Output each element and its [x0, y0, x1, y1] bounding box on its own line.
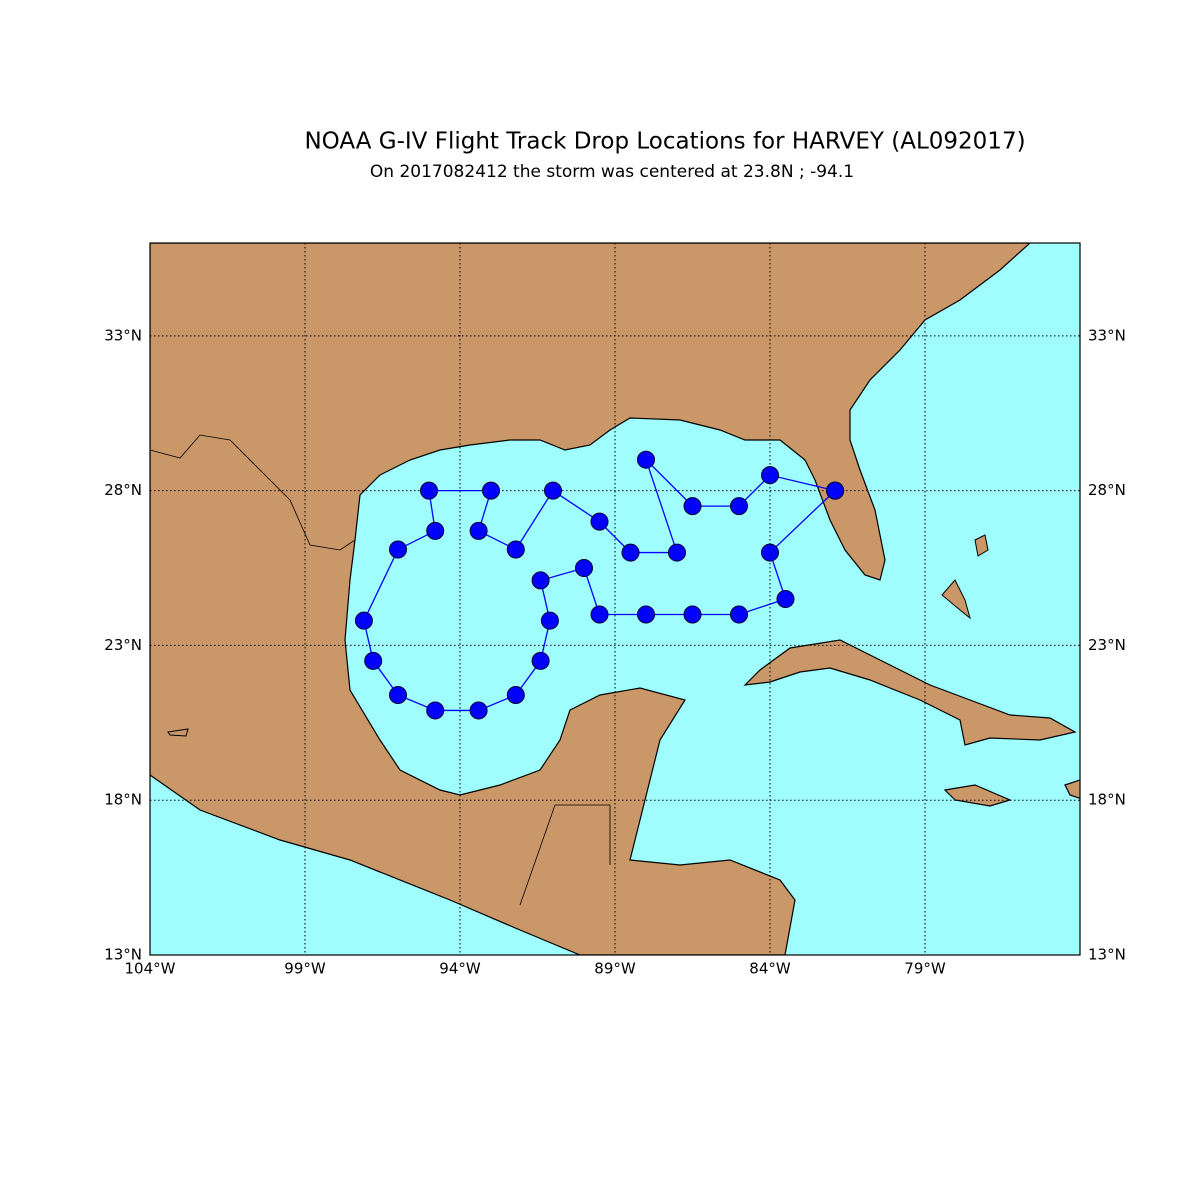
x-tick-label: 84°W: [749, 960, 791, 978]
drop-marker: [389, 540, 407, 559]
drop-marker: [637, 605, 655, 624]
drop-marker: [506, 540, 525, 559]
plot-layer: 104°W 99°W 94°W 89°W 84°W 79°W 13°N 13°N 18°N 18°…: [104, 243, 1126, 978]
jamaica: [943, 784, 1012, 807]
y-tick-label-right: 23°N: [1088, 636, 1126, 654]
y-tick-label-right: 18°N: [1088, 791, 1126, 809]
drop-marker: [683, 497, 702, 516]
drop-marker: [506, 685, 525, 704]
cuba: [743, 639, 1077, 746]
y-tick-label-right: 13°N: [1088, 946, 1126, 964]
drop-marker: [389, 685, 407, 704]
drop-marker: [540, 611, 559, 630]
drop-marker: [683, 605, 702, 624]
drop-marker: [364, 651, 383, 670]
drop-marker: [469, 521, 488, 540]
hispaniola: [1064, 779, 1080, 799]
subtitle: On 2017082412 the storm was centered at …: [370, 162, 854, 182]
drop-marker: [730, 605, 748, 624]
drop-marker: [531, 571, 550, 590]
y-tick-label: 13°N: [104, 946, 142, 964]
drop-marker: [426, 521, 445, 540]
drop-marker: [426, 701, 445, 720]
y-tick-label: 33°N: [104, 326, 142, 344]
island: [167, 728, 189, 737]
drop-marker: [826, 481, 845, 500]
drop-marker: [776, 590, 795, 608]
land: [150, 243, 1031, 955]
drop-marker: [420, 481, 438, 500]
drop-marker: [590, 605, 609, 624]
drop-marker: [730, 497, 748, 516]
y-tick-label: 23°N: [104, 636, 142, 654]
drop-marker: [575, 559, 593, 578]
border: [150, 434, 356, 551]
x-tick-label: 94°W: [439, 960, 481, 978]
title: NOAA G-IV Flight Track Drop Locations fo…: [304, 129, 1025, 155]
drop-marker: [668, 543, 686, 562]
drop-marker: [531, 651, 550, 670]
drop-marker: [544, 481, 562, 500]
drop-marker: [621, 543, 640, 562]
x-tick-label: 104°W: [125, 960, 176, 978]
border: [519, 804, 611, 906]
frame: [149, 242, 1081, 956]
x-tick-label: 99°W: [284, 960, 326, 978]
y-tick-label-right: 28°N: [1088, 481, 1126, 499]
drop-marker: [761, 543, 779, 562]
y-tick-label: 28°N: [104, 481, 142, 499]
basemap: [150, 243, 1080, 955]
drop-marker: [637, 450, 655, 469]
y-tick-label: 18°N: [104, 791, 142, 809]
drop-marker: [482, 481, 500, 500]
drop-marker: [590, 512, 609, 531]
x-tick-label: 79°W: [904, 960, 946, 978]
bahamas: [974, 534, 989, 557]
y-tick-label-right: 33°N: [1088, 326, 1126, 344]
bahamas: [941, 579, 971, 620]
x-tick-label: 89°W: [594, 960, 636, 978]
drop-marker: [469, 701, 488, 720]
drop-marker: [354, 611, 373, 630]
drop-marker: [761, 466, 779, 485]
